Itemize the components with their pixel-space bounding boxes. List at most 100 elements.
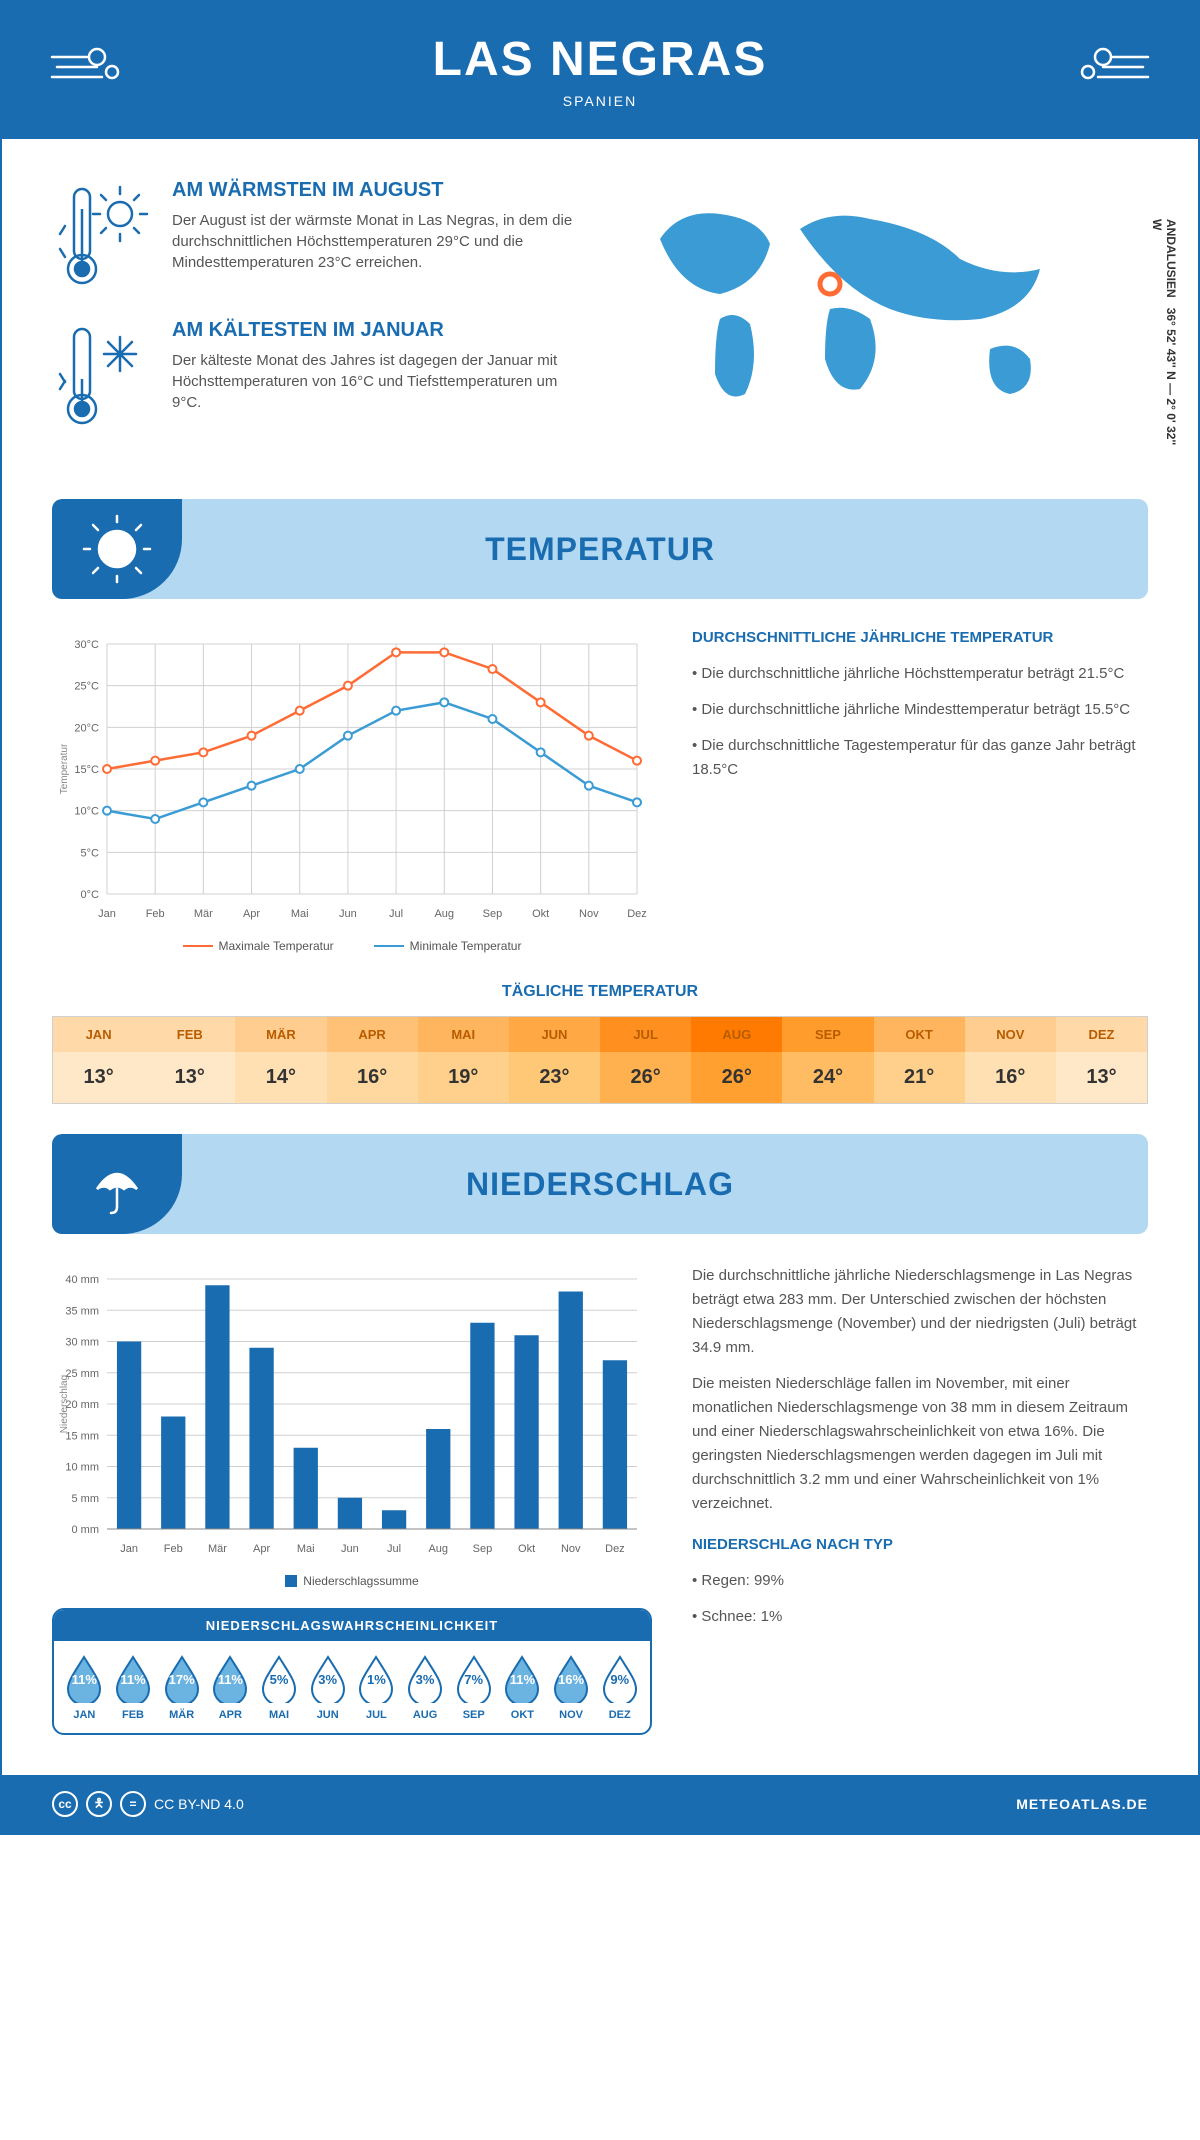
daily-temp-title: TÄGLICHE TEMPERATUR — [52, 983, 1148, 1001]
svg-text:0°C: 0°C — [81, 889, 100, 901]
svg-text:Feb: Feb — [146, 908, 165, 920]
location-title: LAS NEGRAS — [2, 32, 1198, 87]
svg-text:Mai: Mai — [291, 908, 309, 920]
daily-cell: AUG26° — [691, 1017, 782, 1103]
coldest-text: Der kälteste Monat des Jahres ist dagege… — [172, 350, 580, 413]
svg-text:Niederschlag: Niederschlag — [59, 1375, 70, 1433]
precip-summary: Die durchschnittliche jährliche Niedersc… — [692, 1264, 1148, 1735]
svg-text:Jul: Jul — [387, 1543, 401, 1555]
temp-chart-row: 0°C 5°C 10°C 15°C 20°C 25°C 30°C Jan Feb Mär Apr Ma… — [52, 629, 1148, 953]
prob-cell: 3%AUG — [403, 1653, 448, 1721]
precip-title: NIEDERSCHLAG — [466, 1166, 734, 1203]
precip-left: 0 mm 5 mm 10 mm 15 mm 20 mm 25 mm 30 mm 35 mm 40… — [52, 1264, 652, 1735]
precip-type-item: Schnee: 1% — [692, 1605, 1148, 1629]
temperature-chart: 0°C 5°C 10°C 15°C 20°C 25°C 30°C Jan Feb Mär Apr Ma… — [52, 629, 652, 953]
prob-cell: 11%OKT — [500, 1653, 545, 1721]
world-map: ANDALUSIEN 36° 52' 43'' N — 2° 0' 32'' W — [620, 179, 1148, 459]
daily-cell: JUN23° — [509, 1017, 600, 1103]
precip-type-heading: NIEDERSCHLAG NACH TYP — [692, 1536, 1148, 1553]
temperature-header: TEMPERATUR — [52, 499, 1148, 599]
umbrella-icon — [52, 1134, 182, 1234]
license-text: CC BY-ND 4.0 — [154, 1796, 244, 1812]
svg-text:Sep: Sep — [483, 908, 503, 920]
svg-text:Jan: Jan — [98, 908, 116, 920]
page-frame: LAS NEGRAS SPANIEN AM WÄRMSTEN IM AUGUST… — [0, 0, 1200, 1835]
temp-item: Die durchschnittliche jährliche Mindestt… — [692, 698, 1148, 722]
svg-text:Mai: Mai — [297, 1543, 315, 1555]
svg-text:Jun: Jun — [341, 1543, 359, 1555]
probability-row: 11%JAN11%FEB17%MÄR11%APR5%MAI3%JUN1%JUL3… — [54, 1641, 650, 1733]
precip-p2: Die meisten Niederschläge fallen im Nove… — [692, 1372, 1148, 1516]
thermometer-sun-icon — [52, 179, 152, 289]
svg-text:25°C: 25°C — [74, 681, 99, 693]
svg-text:Temperatur: Temperatur — [59, 743, 70, 794]
by-icon: 🯅 — [86, 1791, 112, 1817]
svg-text:Mär: Mär — [194, 908, 213, 920]
footer: cc 🯅 = CC BY-ND 4.0 METEOATLAS.DE — [2, 1775, 1198, 1833]
temp-item: Die durchschnittliche jährliche Höchstte… — [692, 662, 1148, 686]
temp-summary-list: Die durchschnittliche jährliche Höchstte… — [692, 662, 1148, 782]
daily-cell: OKT21° — [874, 1017, 965, 1103]
probability-title: NIEDERSCHLAGSWAHRSCHEINLICHKEIT — [54, 1610, 650, 1641]
probability-box: NIEDERSCHLAGSWAHRSCHEINLICHKEIT 11%JAN11… — [52, 1608, 652, 1735]
nd-icon: = — [120, 1791, 146, 1817]
prob-cell: 16%NOV — [549, 1653, 594, 1721]
svg-text:0 mm: 0 mm — [72, 1524, 100, 1536]
precip-row: 0 mm 5 mm 10 mm 15 mm 20 mm 25 mm 30 mm 35 mm 40… — [52, 1264, 1148, 1735]
svg-text:20 mm: 20 mm — [65, 1399, 99, 1411]
svg-text:5 mm: 5 mm — [72, 1493, 100, 1505]
prob-cell: 9%DEZ — [597, 1653, 642, 1721]
daily-cell: SEP24° — [782, 1017, 873, 1103]
svg-text:30°C: 30°C — [74, 639, 99, 651]
header: LAS NEGRAS SPANIEN — [2, 2, 1198, 139]
intro-facts: AM WÄRMSTEN IM AUGUST Der August ist der… — [52, 179, 580, 459]
daily-cell: JUL26° — [600, 1017, 691, 1103]
svg-text:Apr: Apr — [253, 1543, 270, 1555]
svg-text:Mär: Mär — [208, 1543, 227, 1555]
svg-text:15 mm: 15 mm — [65, 1430, 99, 1442]
sun-icon — [52, 499, 182, 599]
license: cc 🯅 = CC BY-ND 4.0 — [52, 1791, 244, 1817]
svg-text:15°C: 15°C — [74, 764, 99, 776]
content: AM WÄRMSTEN IM AUGUST Der August ist der… — [2, 139, 1198, 1775]
temp-title: TEMPERATUR — [485, 531, 715, 568]
svg-text:30 mm: 30 mm — [65, 1337, 99, 1349]
precipitation-chart: 0 mm 5 mm 10 mm 15 mm 20 mm 25 mm 30 mm 35 mm 40… — [52, 1264, 652, 1564]
site-name: METEOATLAS.DE — [1016, 1796, 1148, 1812]
warmest-title: AM WÄRMSTEN IM AUGUST — [172, 179, 580, 202]
daily-temp-table: JAN13°FEB13°MÄR14°APR16°MAI19°JUN23°JUL2… — [52, 1016, 1148, 1104]
prob-cell: 1%JUL — [354, 1653, 399, 1721]
svg-text:Jan: Jan — [120, 1543, 138, 1555]
svg-text:Dez: Dez — [627, 908, 647, 920]
cc-icon: cc — [52, 1791, 78, 1817]
wind-icon-right — [1068, 32, 1158, 102]
daily-cell: FEB13° — [144, 1017, 235, 1103]
svg-text:25 mm: 25 mm — [65, 1368, 99, 1380]
coordinates: ANDALUSIEN 36° 52' 43'' N — 2° 0' 32'' W — [1150, 219, 1178, 459]
daily-cell: APR16° — [327, 1017, 418, 1103]
svg-text:10°C: 10°C — [74, 806, 99, 818]
prob-cell: 17%MÄR — [159, 1653, 204, 1721]
precip-type-item: Regen: 99% — [692, 1569, 1148, 1593]
daily-cell: DEZ13° — [1056, 1017, 1147, 1103]
svg-text:Apr: Apr — [243, 908, 260, 920]
daily-cell: MÄR14° — [235, 1017, 326, 1103]
svg-text:40 mm: 40 mm — [65, 1274, 99, 1286]
svg-text:Jun: Jun — [339, 908, 357, 920]
svg-text:35 mm: 35 mm — [65, 1305, 99, 1317]
svg-text:Nov: Nov — [561, 1543, 581, 1555]
svg-text:Aug: Aug — [428, 1543, 448, 1555]
prob-cell: 7%SEP — [451, 1653, 496, 1721]
temp-legend: Maximale Temperatur Minimale Temperatur — [52, 939, 652, 953]
svg-text:5°C: 5°C — [81, 847, 100, 859]
svg-text:10 mm: 10 mm — [65, 1462, 99, 1474]
thermometer-snow-icon — [52, 319, 152, 429]
svg-text:20°C: 20°C — [74, 722, 99, 734]
svg-text:Okt: Okt — [518, 1543, 535, 1555]
coldest-title: AM KÄLTESTEN IM JANUAR — [172, 319, 580, 342]
coldest-fact: AM KÄLTESTEN IM JANUAR Der kälteste Mona… — [52, 319, 580, 429]
svg-text:Sep: Sep — [473, 1543, 493, 1555]
precip-type-list: Regen: 99% Schnee: 1% — [692, 1569, 1148, 1629]
daily-cell: MAI19° — [418, 1017, 509, 1103]
country: SPANIEN — [2, 93, 1198, 109]
